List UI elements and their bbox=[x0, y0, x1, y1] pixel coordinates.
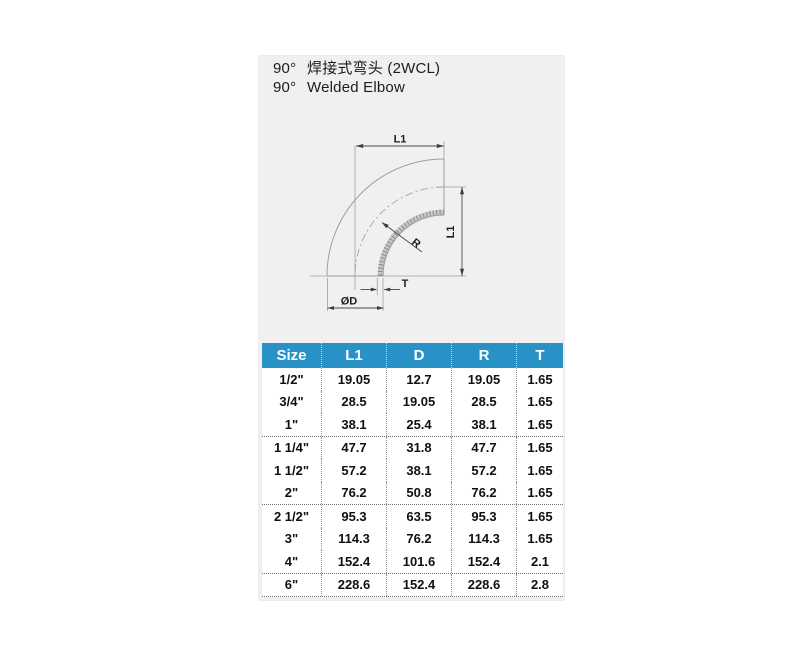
table-cell: 152.4 bbox=[387, 573, 452, 596]
table-cell: 28.5 bbox=[322, 390, 387, 413]
table-cell: 47.7 bbox=[452, 436, 517, 459]
table-group: 1/2" 19.05 12.7 19.05 1.65 3/4" 28.5 19.05 28.5 1… bbox=[262, 368, 563, 437]
table-row: 1 1/2" 57.2 38.1 57.2 1.65 bbox=[262, 459, 563, 482]
table-cell: 57.2 bbox=[452, 459, 517, 482]
header-cell: T bbox=[535, 347, 545, 364]
label-diameter: ØD bbox=[341, 296, 358, 308]
table-cell: 1.65 bbox=[527, 531, 553, 547]
table-cell: 114.3 bbox=[322, 527, 387, 550]
extension-lines bbox=[310, 141, 466, 311]
table-cell: 1.65 bbox=[527, 416, 553, 432]
elbow-diagram: L1 L1 R T ØD bbox=[310, 134, 466, 311]
table-cell: 4" bbox=[262, 550, 322, 573]
table-cell: 76.2 bbox=[452, 481, 517, 504]
header-cell: D bbox=[387, 343, 452, 368]
title-text-en: Welded Elbow bbox=[307, 79, 406, 96]
centerline-arc bbox=[354, 186, 445, 277]
table-cell: 2.1 bbox=[530, 553, 550, 569]
table-cell: 3" bbox=[262, 527, 322, 550]
dimension-table: Size L1 D R T 1/2" 19.05 12.7 19.05 1.65 3/4" 28.5… bbox=[262, 343, 563, 597]
table-cell: 1" bbox=[262, 413, 322, 436]
dimension-arrowheads bbox=[327, 144, 464, 310]
table-row: 6" 228.6 152.4 228.6 2.8 bbox=[262, 573, 563, 596]
table-body: 1/2" 19.05 12.7 19.05 1.65 3/4" 28.5 19.05 28.5 1… bbox=[262, 368, 563, 597]
table-cell: 19.05 bbox=[322, 368, 387, 391]
table-cell: 95.3 bbox=[322, 505, 387, 528]
table-cell: 114.3 bbox=[452, 527, 517, 550]
table-cell: 63.5 bbox=[387, 505, 452, 528]
elbow-outline bbox=[326, 158, 445, 277]
header-cell: Size bbox=[262, 343, 322, 368]
table-row: 1 1/4" 47.7 31.8 47.7 1.65 bbox=[262, 436, 563, 459]
table-group: 1 1/4" 47.7 31.8 47.7 1.65 1 1/2" 57.2 38.1 57.2… bbox=[262, 436, 563, 505]
table-cell: 101.6 bbox=[387, 550, 452, 573]
label-thickness: T bbox=[402, 278, 409, 290]
table-group: 2 1/2" 95.3 63.5 95.3 1.65 3" 114.3 76.2 114.3 1.… bbox=[262, 505, 563, 574]
table-row: 1" 38.1 25.4 38.1 1.65 bbox=[262, 413, 563, 436]
table-cell: 38.1 bbox=[322, 413, 387, 436]
table-cell: 19.05 bbox=[452, 368, 517, 391]
table-cell: 1.65 bbox=[527, 440, 553, 456]
table-cell: 2 1/2" bbox=[262, 505, 322, 528]
table-cell: 57.2 bbox=[322, 459, 387, 482]
table-cell: 228.6 bbox=[452, 573, 517, 596]
title-line-en: 90° Welded Elbow bbox=[273, 78, 440, 97]
table-cell: 12.7 bbox=[387, 368, 452, 391]
table-cell: 1.65 bbox=[527, 485, 553, 501]
table-cell: 1 1/4" bbox=[262, 436, 322, 459]
label-l1-top: L1 bbox=[394, 134, 407, 146]
pipe-wall-hatch bbox=[377, 209, 445, 277]
title-degree-en: 90° bbox=[273, 79, 297, 96]
header-cell: R bbox=[452, 343, 517, 368]
dimension-labels: L1 L1 R T ØD bbox=[341, 134, 457, 308]
table-cell: 31.8 bbox=[387, 436, 452, 459]
title-degree-cn: 90° bbox=[273, 60, 297, 77]
table-group: 6" 228.6 152.4 228.6 2.8 bbox=[262, 573, 563, 597]
table-cell: 6" bbox=[262, 573, 322, 596]
table-row: 3" 114.3 76.2 114.3 1.65 bbox=[262, 527, 563, 550]
table-cell: 2.8 bbox=[530, 577, 550, 593]
table-cell: 1 1/2" bbox=[262, 459, 322, 482]
label-l1-right: L1 bbox=[445, 226, 457, 239]
table-cell: 19.05 bbox=[387, 390, 452, 413]
title-text-cn: 焊接式弯头 (2WCL) bbox=[307, 60, 441, 77]
table-row: 1/2" 19.05 12.7 19.05 1.65 bbox=[262, 368, 563, 391]
table-cell: 3/4" bbox=[262, 390, 322, 413]
table-row: 2" 76.2 50.8 76.2 1.65 bbox=[262, 481, 563, 504]
table-row: 4" 152.4 101.6 152.4 2.1 bbox=[262, 550, 563, 573]
table-cell: 2" bbox=[262, 481, 322, 504]
header-cell: L1 bbox=[322, 343, 387, 368]
table-cell: 1.65 bbox=[527, 462, 553, 478]
table-cell: 76.2 bbox=[322, 481, 387, 504]
table-header-row: Size L1 D R T bbox=[262, 343, 563, 368]
table-row: 2 1/2" 95.3 63.5 95.3 1.65 bbox=[262, 505, 563, 528]
table-cell: 47.7 bbox=[322, 436, 387, 459]
table-cell: 38.1 bbox=[387, 459, 452, 482]
page-title: 90° 焊接式弯头 (2WCL) 90° Welded Elbow bbox=[273, 59, 440, 97]
table-cell: 25.4 bbox=[387, 413, 452, 436]
table-cell: 1.65 bbox=[527, 508, 553, 524]
table-cell: 38.1 bbox=[452, 413, 517, 436]
table-cell: 76.2 bbox=[387, 527, 452, 550]
table-row: 3/4" 28.5 19.05 28.5 1.65 bbox=[262, 390, 563, 413]
table-cell: 228.6 bbox=[322, 573, 387, 596]
table-cell: 1/2" bbox=[262, 368, 322, 391]
title-line-cn: 90° 焊接式弯头 (2WCL) bbox=[273, 59, 440, 78]
label-radius: R bbox=[409, 236, 423, 250]
table-cell: 1.65 bbox=[527, 371, 553, 387]
table-cell: 50.8 bbox=[387, 481, 452, 504]
table-cell: 152.4 bbox=[322, 550, 387, 573]
table-cell: 152.4 bbox=[452, 550, 517, 573]
table-cell: 95.3 bbox=[452, 505, 517, 528]
table-cell: 1.65 bbox=[527, 394, 553, 410]
table-cell: 28.5 bbox=[452, 390, 517, 413]
